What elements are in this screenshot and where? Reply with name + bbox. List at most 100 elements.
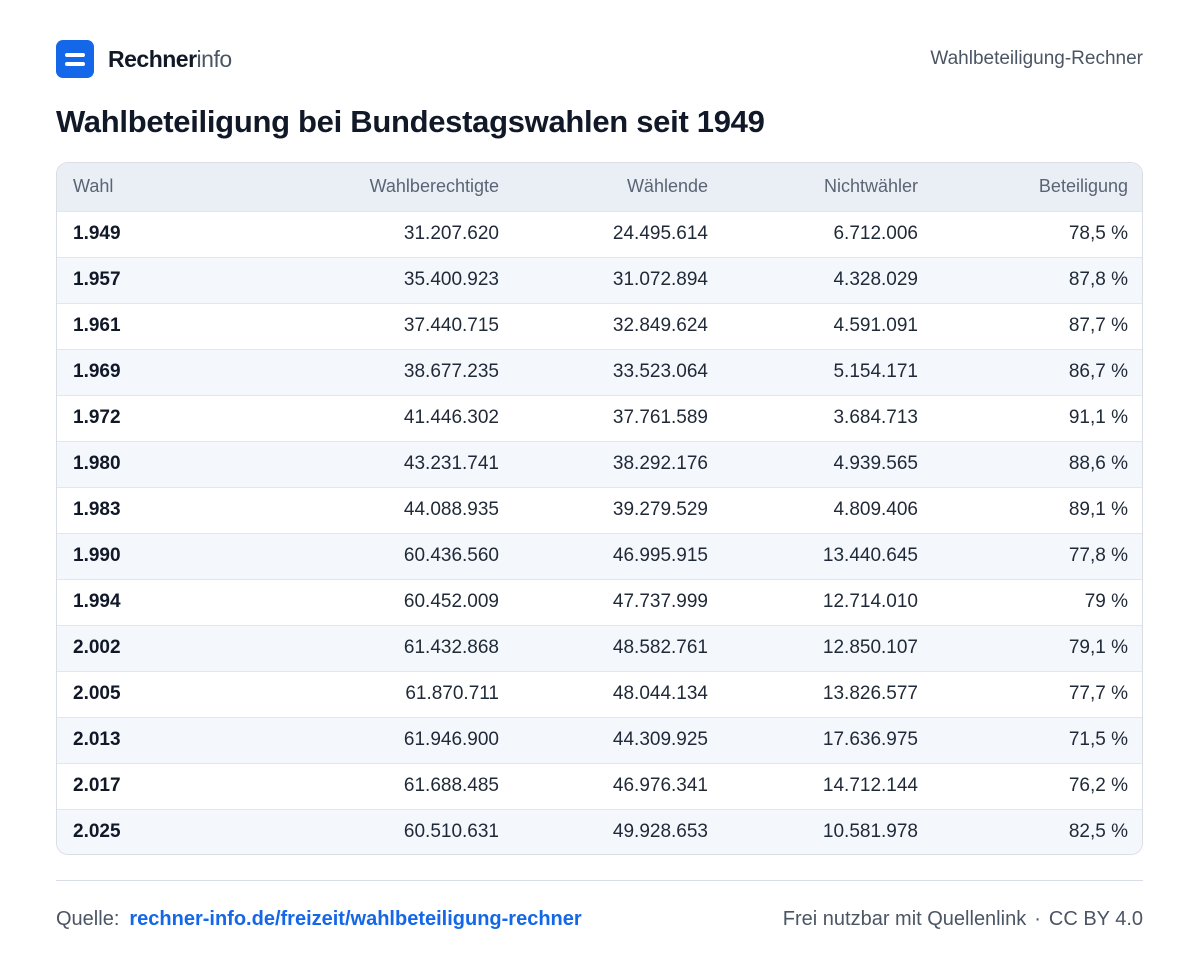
cell-wahlberechtigte: 61.870.711 xyxy=(405,683,499,704)
cell-waehlende: 48.044.134 xyxy=(612,683,708,704)
cell-wahl: 1.994 xyxy=(73,591,121,612)
license-name: CC BY 4.0 xyxy=(1048,907,1143,930)
cell-nichtwaehler: 10.581.978 xyxy=(822,821,918,843)
table-row: 2.025 60.510.631 49.928.653 10.581.978 82,5 … xyxy=(57,809,1142,854)
cell-beteiligung: 77,8 % xyxy=(1068,545,1128,566)
cell-beteiligung: 76,2 % xyxy=(1068,775,1128,796)
cell-nichtwaehler: 4.328.029 xyxy=(833,269,918,290)
cell-nichtwaehler: 13.440.645 xyxy=(822,545,918,566)
cell-waehlende: 46.995.915 xyxy=(612,545,708,566)
cell-beteiligung: 79 % xyxy=(1084,591,1128,612)
cell-wahlberechtigte: 60.510.631 xyxy=(403,821,499,843)
cell-wahl: 1.990 xyxy=(73,545,121,566)
col-header-waehlende: Wählende xyxy=(626,176,708,197)
cell-nichtwaehler: 4.591.091 xyxy=(833,315,918,336)
table-row: 2.005 61.870.711 48.044.134 13.826.577 77,7 … xyxy=(57,671,1142,717)
license-text: Frei nutzbar mit Quellenlink xyxy=(782,907,1027,930)
table-row: 1.969 38.677.235 33.523.064 5.154.171 86,7 % xyxy=(57,349,1142,395)
table-header-row: Wahl Wahlberechtigte Wählende Nichtwähle… xyxy=(57,163,1142,211)
cell-wahl: 1.980 xyxy=(73,453,121,474)
col-header-wahlberechtigte: Wahlberechtigte xyxy=(369,176,499,197)
cell-waehlende: 31.072.894 xyxy=(612,269,708,290)
footer-divider xyxy=(56,880,1143,881)
cell-wahlberechtigte: 61.688.485 xyxy=(403,775,499,796)
cell-beteiligung: 88,6 % xyxy=(1068,453,1128,474)
cell-beteiligung: 79,1 % xyxy=(1068,637,1128,658)
cell-wahl: 1.961 xyxy=(73,315,121,336)
cell-waehlende: 44.309.925 xyxy=(612,729,708,750)
table-row: 1.990 60.436.560 46.995.915 13.440.645 77,8 … xyxy=(57,533,1142,579)
calculator-label: Wahlbeteiligung-Rechner xyxy=(930,48,1143,69)
cell-wahl: 2.005 xyxy=(73,683,121,704)
cell-beteiligung: 89,1 % xyxy=(1068,499,1128,520)
cell-beteiligung: 71,5 % xyxy=(1068,729,1128,750)
cell-beteiligung: 87,8 % xyxy=(1068,269,1128,290)
cell-beteiligung: 87,7 % xyxy=(1068,315,1128,336)
cell-wahl: 1.972 xyxy=(73,407,121,428)
table-row: 2.002 61.432.868 48.582.761 12.850.107 79,1 … xyxy=(57,625,1142,671)
brand-logo[interactable]: Rechnerinfo xyxy=(56,40,232,78)
cell-waehlende: 46.976.341 xyxy=(612,775,708,796)
cell-wahl: 2.002 xyxy=(73,637,121,658)
cell-wahlberechtigte: 43.231.741 xyxy=(403,453,499,474)
source-link[interactable]: rechner-info.de/freizeit/wahlbeteiligung… xyxy=(129,907,582,930)
cell-beteiligung: 91,1 % xyxy=(1068,407,1128,428)
cell-wahlberechtigte: 44.088.935 xyxy=(403,499,499,520)
license-info: Frei nutzbar mit Quellenlink · CC BY 4.0 xyxy=(783,908,1143,931)
cell-nichtwaehler: 4.809.406 xyxy=(833,499,918,520)
cell-waehlende: 32.849.624 xyxy=(612,315,708,336)
cell-wahl: 1.983 xyxy=(73,499,121,520)
cell-wahlberechtigte: 35.400.923 xyxy=(403,269,499,290)
brand-name-strong: Rechner xyxy=(108,45,197,72)
table-row: 2.017 61.688.485 46.976.341 14.712.144 76,2 … xyxy=(57,763,1142,809)
table-row: 2.013 61.946.900 44.309.925 17.636.975 71,5 … xyxy=(57,717,1142,763)
brand-name: Rechnerinfo xyxy=(108,46,232,73)
source: Quelle: rechner-info.de/freizeit/wahlbete… xyxy=(56,908,582,931)
cell-nichtwaehler: 14.712.144 xyxy=(822,775,918,796)
cell-nichtwaehler: 17.636.975 xyxy=(822,729,918,750)
cell-nichtwaehler: 5.154.171 xyxy=(833,361,918,382)
col-header-beteiligung: Beteiligung xyxy=(1038,176,1128,197)
page-header: Rechnerinfo Wahlbeteiligung-Rechner xyxy=(56,40,1143,78)
cell-nichtwaehler: 13.826.577 xyxy=(822,683,918,704)
cell-wahlberechtigte: 60.436.560 xyxy=(403,545,499,566)
cell-wahlberechtigte: 38.677.235 xyxy=(403,361,499,382)
cell-nichtwaehler: 12.714.010 xyxy=(822,591,918,612)
cell-nichtwaehler: 12.850.107 xyxy=(822,637,918,658)
table-row: 1.994 60.452.009 47.737.999 12.714.010 79 % xyxy=(57,579,1142,625)
cell-waehlende: 48.582.761 xyxy=(612,637,708,658)
page-title: Wahlbeteiligung bei Bundestagswahlen sei… xyxy=(56,104,765,139)
cell-nichtwaehler: 4.939.565 xyxy=(833,453,918,474)
table-row: 1.961 37.440.715 32.849.624 4.591.091 87,7 % xyxy=(57,303,1142,349)
table-row: 1.957 35.400.923 31.072.894 4.328.029 87,8 % xyxy=(57,257,1142,303)
cell-waehlende: 49.928.653 xyxy=(612,821,708,843)
cell-waehlende: 37.761.589 xyxy=(612,407,708,428)
table-row: 1.980 43.231.741 38.292.176 4.939.565 88,6 % xyxy=(57,441,1142,487)
cell-wahlberechtigte: 60.452.009 xyxy=(403,591,499,612)
cell-beteiligung: 82,5 % xyxy=(1068,821,1128,843)
turnout-table: Wahl Wahlberechtigte Wählende Nichtwähle… xyxy=(56,162,1143,855)
cell-wahlberechtigte: 41.446.302 xyxy=(403,407,499,428)
license-separator: · xyxy=(1034,907,1041,930)
cell-nichtwaehler: 3.684.713 xyxy=(833,407,918,428)
cell-wahlberechtigte: 37.440.715 xyxy=(403,315,499,336)
brand-name-light: info xyxy=(196,45,233,72)
source-label: Quelle: xyxy=(56,907,120,930)
col-header-wahl: Wahl xyxy=(73,176,114,197)
cell-wahl: 1.969 xyxy=(73,361,121,382)
cell-nichtwaehler: 6.712.006 xyxy=(833,223,918,244)
cell-wahl: 2.013 xyxy=(73,729,121,750)
cell-wahl: 2.017 xyxy=(73,775,121,796)
cell-wahl: 2.025 xyxy=(73,821,121,843)
logo-icon xyxy=(56,40,94,78)
cell-waehlende: 33.523.064 xyxy=(612,361,708,382)
cell-waehlende: 38.292.176 xyxy=(612,453,708,474)
cell-beteiligung: 78,5 % xyxy=(1068,223,1128,244)
cell-beteiligung: 77,7 % xyxy=(1068,683,1128,704)
cell-wahlberechtigte: 61.946.900 xyxy=(403,729,499,750)
cell-waehlende: 47.737.999 xyxy=(612,591,708,612)
table-row: 1.983 44.088.935 39.279.529 4.809.406 89,1 % xyxy=(57,487,1142,533)
col-header-nichtwaehler: Nichtwähler xyxy=(823,176,918,197)
cell-wahl: 1.949 xyxy=(73,223,121,244)
table-row: 1.949 31.207.620 24.495.614 6.712.006 78,5 % xyxy=(57,211,1142,257)
